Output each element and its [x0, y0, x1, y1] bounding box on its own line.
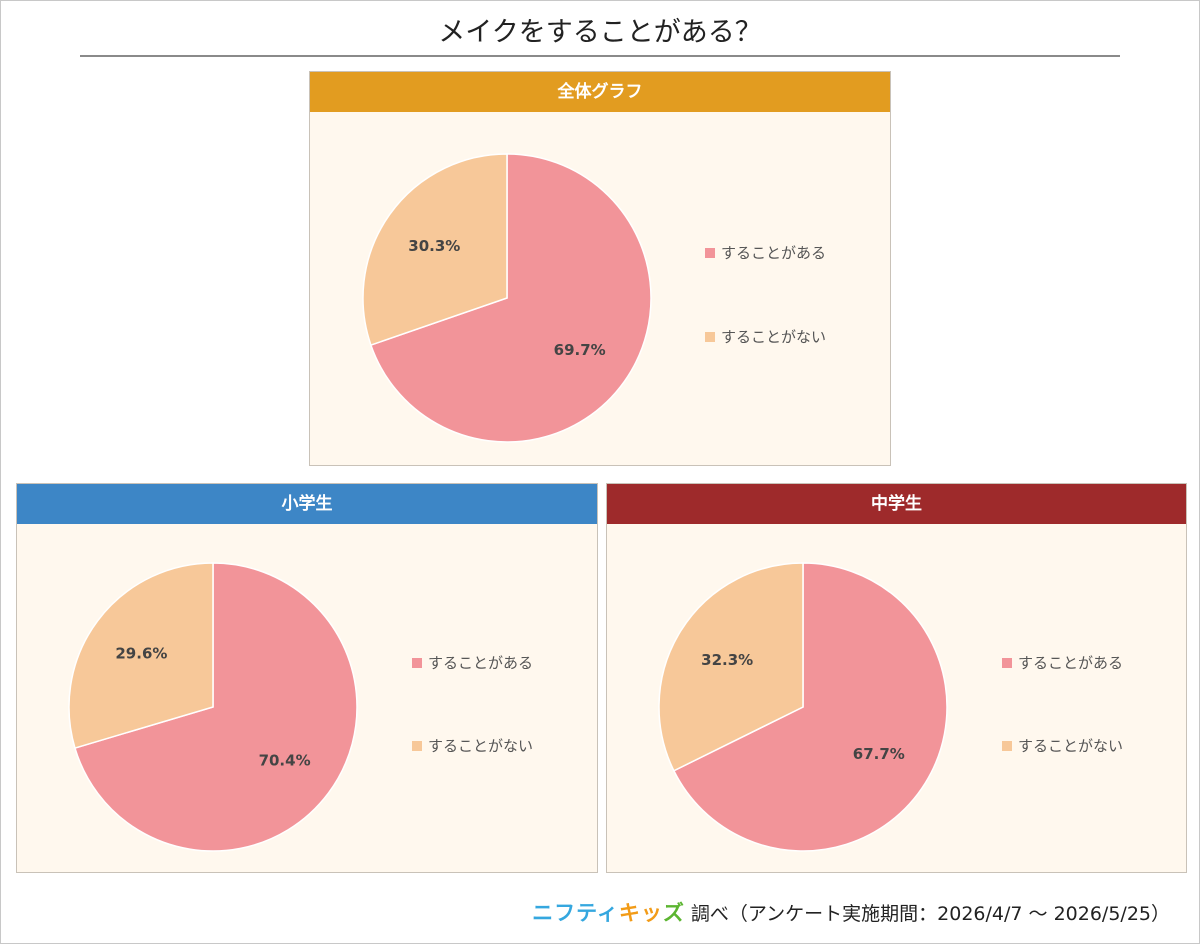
pie-label-yes: 69.7% [554, 341, 606, 359]
legend-swatch-no [705, 332, 715, 342]
panel-header-junior-high: 中学生 [607, 484, 1186, 524]
legend-item-no: することがない [412, 735, 533, 756]
legend-swatch-yes [705, 248, 715, 258]
legend-label-no: することがない [428, 737, 534, 755]
pie-slice-yes [369, 153, 652, 443]
pie-slice-no [68, 562, 214, 749]
chart-panel-overall: 全体グラフ 69.7% 30.3% することがある することがない [309, 71, 891, 466]
page-title: メイクをすることがある？ [438, 17, 762, 48]
legend-swatch-yes [1002, 658, 1012, 668]
survey-period-note: 調べ（アンケート実施期間：2026/4/7 ～ 2026/5/25） [690, 903, 1170, 925]
legend-item-yes: することがある [1002, 652, 1123, 673]
legend-label-no: することがない [1018, 737, 1124, 755]
legend-item-no: することがない [705, 326, 826, 347]
title-divider [80, 55, 1120, 57]
legend-item-no: することがない [1002, 735, 1123, 756]
pie-label-no: 29.6% [115, 645, 167, 663]
legend-label-yes: することがある [1018, 654, 1124, 672]
pie-chart-elementary: 70.4% 29.6% [68, 562, 358, 852]
legend-item-yes: することがある [412, 652, 533, 673]
pie-slice-yes [74, 562, 358, 852]
pie-label-yes: 67.7% [853, 745, 905, 763]
pie-slice-yes [672, 562, 948, 852]
chart-panel-junior-high: 中学生 67.7% 32.3% することがある することがない [606, 483, 1187, 873]
pie-label-no: 30.3% [408, 237, 460, 255]
panel-header-overall: 全体グラフ [310, 72, 890, 112]
legend-label-yes: することがある [428, 654, 534, 672]
legend-label-yes: することがある [721, 244, 827, 262]
legend-swatch-no [412, 741, 422, 751]
chart-panel-elementary: 小学生 70.4% 29.6% することがある することがない [16, 483, 598, 873]
pie-chart-junior-high: 67.7% 32.3% [658, 562, 948, 852]
legend-swatch-no [1002, 741, 1012, 751]
pie-slice-no [658, 562, 804, 772]
legend-label-no: することがない [721, 328, 827, 346]
legend-swatch-yes [412, 658, 422, 668]
pie-slice-no [362, 153, 508, 347]
pie-label-yes: 70.4% [259, 751, 311, 769]
pie-chart-overall: 69.7% 30.3% [362, 153, 652, 443]
pie-label-no: 32.3% [701, 651, 753, 669]
legend-item-yes: することがある [705, 242, 826, 263]
panel-header-elementary: 小学生 [17, 484, 597, 524]
source-footer: ニフティキッズ 調べ（アンケート実施期間：2026/4/7 ～ 2026/5/2… [532, 897, 1170, 927]
niftykids-logo: ニフティキッズ [532, 901, 685, 925]
